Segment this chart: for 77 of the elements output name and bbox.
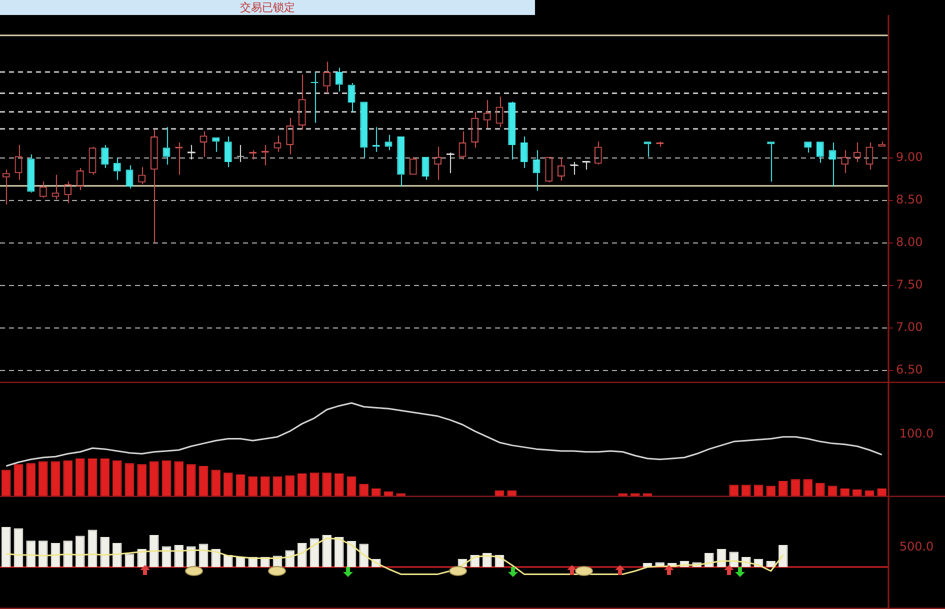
bar xyxy=(346,476,356,497)
candlestick xyxy=(224,136,232,168)
bar xyxy=(211,549,220,567)
bar xyxy=(322,472,332,497)
candlestick xyxy=(767,142,775,182)
bar xyxy=(112,460,122,497)
candlestick xyxy=(335,67,343,92)
bar xyxy=(38,461,48,497)
y-tick-label: 9.00 xyxy=(896,150,923,164)
y-tick-label: 8.00 xyxy=(896,234,923,249)
bar xyxy=(26,463,36,497)
candlestick xyxy=(126,164,134,189)
bar xyxy=(310,538,320,567)
candlestick xyxy=(804,142,812,154)
bar xyxy=(100,537,110,567)
candlestick xyxy=(310,71,318,124)
candlestick xyxy=(520,136,528,168)
candlestick xyxy=(27,154,35,194)
bar xyxy=(224,472,233,497)
bar xyxy=(88,458,98,497)
bar xyxy=(790,479,800,497)
bar xyxy=(211,470,220,497)
y-tick-label: 8.50 xyxy=(896,192,923,206)
candlestick xyxy=(532,150,540,192)
bar xyxy=(88,530,98,567)
bar xyxy=(38,540,48,567)
bar xyxy=(334,474,344,497)
bar xyxy=(14,464,24,497)
bar xyxy=(322,535,332,567)
y-tick-label: 7.50 xyxy=(896,277,923,292)
bar xyxy=(14,528,24,567)
candlestick xyxy=(422,156,430,180)
candlestick xyxy=(101,144,109,168)
bar xyxy=(50,461,60,497)
bar xyxy=(100,458,110,497)
candlestick xyxy=(508,101,516,160)
bar xyxy=(285,475,294,497)
bar xyxy=(150,535,159,567)
bar xyxy=(310,472,320,497)
y-tick-label: 7.00 xyxy=(896,320,923,334)
candlestick xyxy=(384,134,392,151)
bar xyxy=(162,460,172,497)
bar xyxy=(272,476,282,497)
bar xyxy=(778,481,788,497)
text: 500.0 xyxy=(899,540,934,554)
bar xyxy=(778,545,788,567)
bar xyxy=(2,527,11,567)
bar xyxy=(186,464,196,497)
bar xyxy=(248,476,258,497)
bar xyxy=(298,474,307,497)
bar xyxy=(137,464,146,497)
bar xyxy=(150,461,159,497)
y-tick-label: 6.50 xyxy=(896,362,923,376)
bar xyxy=(803,479,812,497)
bar xyxy=(198,466,208,497)
bar xyxy=(298,543,307,567)
bar xyxy=(50,543,60,567)
chart-title: 交易已锁定 xyxy=(0,0,535,15)
bar xyxy=(174,545,184,567)
bar xyxy=(260,476,270,497)
bar xyxy=(236,474,246,497)
bar xyxy=(334,537,344,567)
bar xyxy=(112,543,122,567)
bar xyxy=(285,550,294,567)
bar xyxy=(76,458,85,497)
text: 100.0 xyxy=(899,426,934,440)
bar xyxy=(76,536,85,567)
bar xyxy=(26,540,36,567)
bar xyxy=(63,540,72,567)
bar xyxy=(359,544,368,567)
candlestick xyxy=(348,82,356,112)
candlestick xyxy=(816,142,824,164)
bar xyxy=(162,546,172,567)
bar xyxy=(174,461,184,497)
bar xyxy=(63,460,72,497)
bar xyxy=(124,463,134,497)
bar xyxy=(2,470,11,497)
